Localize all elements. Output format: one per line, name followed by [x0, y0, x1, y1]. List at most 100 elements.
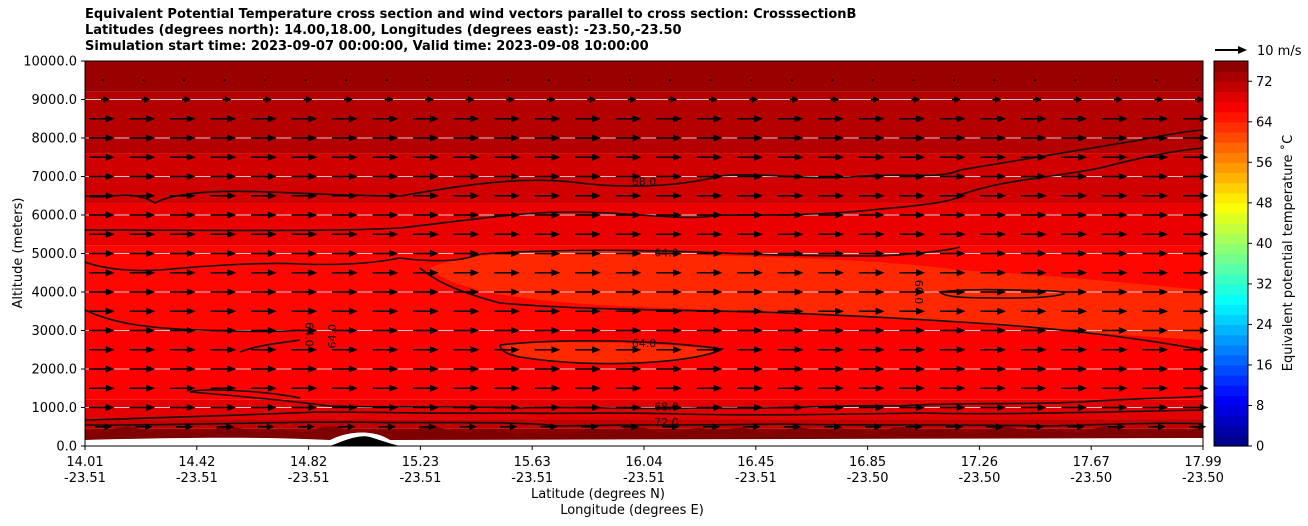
wind-vector	[372, 365, 399, 373]
wind-vector	[696, 269, 723, 277]
wind-vector	[453, 250, 480, 257]
wind-vector	[413, 365, 439, 373]
wind-vector	[696, 365, 723, 373]
wind-vector	[737, 346, 763, 354]
y-tick-label: 8000.0	[32, 132, 78, 147]
wind-vector	[656, 230, 682, 238]
wind-vector	[263, 96, 272, 103]
y-tick-label: 6000.0	[32, 209, 78, 224]
wind-vector	[372, 250, 399, 257]
wind-vector	[824, 423, 842, 431]
wind-vector	[1113, 96, 1123, 103]
wind-vector	[534, 288, 561, 296]
wind-vector	[1020, 230, 1047, 238]
wind-vector	[615, 365, 642, 373]
wind-vector	[1101, 365, 1128, 373]
wind-vector	[1142, 173, 1169, 180]
contour-line	[85, 129, 1203, 204]
wind-vector	[332, 173, 358, 180]
wind-vector	[939, 115, 966, 123]
wind-vector	[251, 307, 277, 315]
wind-vector	[656, 211, 682, 219]
wind-vector	[453, 153, 480, 161]
wind-vector	[858, 173, 885, 180]
wind-vector	[413, 404, 439, 411]
wind-vector	[372, 327, 399, 334]
wind-vector	[534, 211, 561, 219]
wind-vector	[425, 96, 434, 103]
wind-vector	[129, 307, 156, 315]
wind-vector	[615, 346, 642, 354]
wind-vector	[1061, 384, 1088, 392]
wind-vector	[1101, 211, 1128, 219]
wind-vector	[251, 134, 277, 142]
wind-vector	[899, 384, 925, 392]
wind-vector	[696, 327, 723, 334]
wind-vector	[656, 384, 682, 392]
colorbar-segment	[1214, 294, 1248, 305]
wind-vector	[656, 288, 682, 296]
wind-vector	[790, 79, 793, 82]
contour-line	[938, 288, 1065, 299]
wind-vector	[129, 327, 156, 334]
wind-vector	[332, 269, 358, 277]
wind-vector	[372, 269, 399, 277]
wind-vector	[257, 423, 275, 431]
wind-vector	[1101, 115, 1128, 123]
wind-vector	[615, 153, 642, 161]
wind-vector	[291, 115, 318, 123]
wind-vector	[372, 173, 399, 180]
contour-label: 64.0	[654, 247, 679, 260]
y-tick-label: 7000.0	[32, 170, 78, 185]
x-tick-label-lat: 16.45	[737, 455, 774, 470]
wind-vector	[540, 423, 558, 431]
x-tick-label-lon: -23.51	[511, 471, 553, 486]
wind-vector	[466, 79, 469, 82]
wind-vector	[777, 153, 804, 161]
wind-vector	[696, 307, 723, 315]
wind-vector	[494, 134, 520, 142]
wind-vector	[708, 96, 718, 103]
x-tick-label-lat: 15.23	[402, 455, 439, 470]
wind-vector	[980, 211, 1007, 219]
wind-vector	[494, 153, 520, 161]
wind-vector	[129, 230, 156, 238]
wind-vector	[1114, 79, 1117, 82]
wind-vector	[332, 115, 358, 123]
wind-vector	[291, 211, 318, 219]
wind-vector	[709, 79, 712, 82]
wind-vector	[291, 346, 318, 354]
wind-vector	[210, 115, 237, 123]
wind-vector	[291, 327, 318, 334]
wind-vector	[818, 153, 844, 161]
wind-vector	[332, 192, 358, 200]
wind-vector	[332, 250, 358, 257]
wind-vector	[1101, 307, 1128, 315]
topography-hill	[330, 436, 400, 446]
wind-vector	[1196, 79, 1198, 82]
wind-vector	[1183, 192, 1209, 200]
wind-vector	[737, 365, 763, 373]
wind-vector	[129, 346, 156, 354]
wind-vector	[1061, 230, 1088, 238]
wind-vector	[453, 346, 480, 354]
x-tick-label-lat: 16.04	[625, 455, 662, 470]
wind-vector	[899, 211, 925, 219]
wind-vector	[939, 307, 966, 315]
wind-vector	[182, 96, 191, 103]
wind-vector	[656, 269, 682, 277]
wind-vector	[413, 250, 439, 257]
x-tick-label-lon: -23.50	[1070, 471, 1112, 486]
wind-vector	[980, 269, 1007, 277]
wind-vector	[777, 192, 804, 200]
y-tick-label: 4000.0	[32, 286, 78, 301]
wind-vector	[1183, 173, 1209, 180]
wind-vector	[1101, 192, 1128, 200]
wind-vector	[135, 423, 153, 431]
wind-vector	[1067, 423, 1085, 431]
colorbar-segment	[1214, 283, 1248, 295]
wind-vector	[615, 404, 642, 411]
wind-vector	[89, 173, 115, 180]
wind-vector	[413, 307, 439, 315]
wind-vector	[696, 384, 723, 392]
